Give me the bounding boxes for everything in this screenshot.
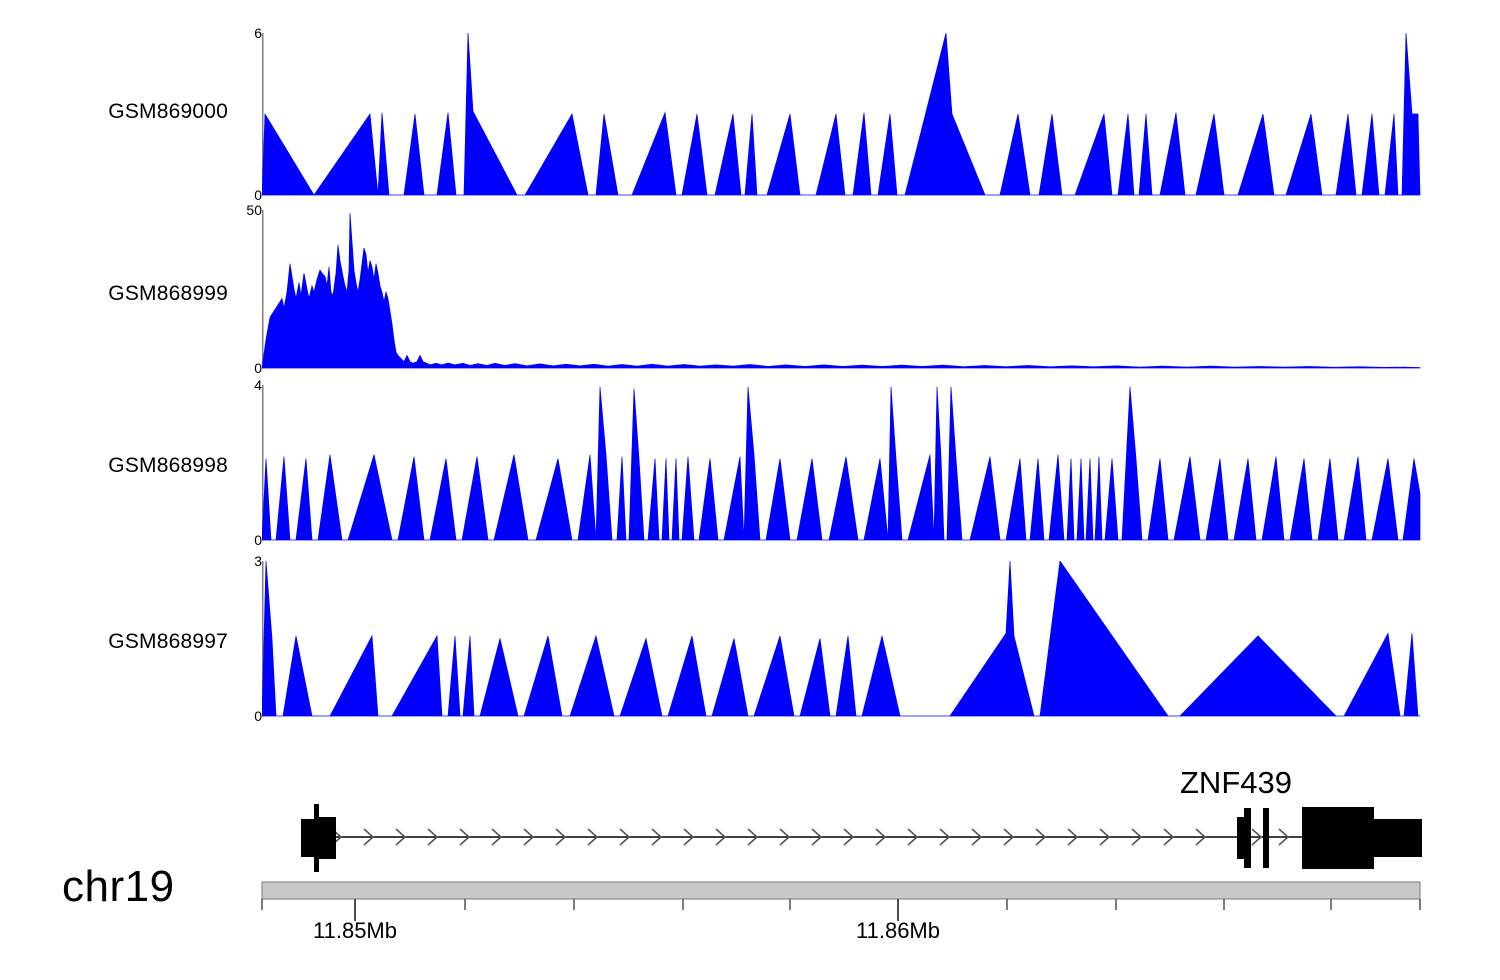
track-plot-gsm868999[interactable] [262,210,1430,370]
gene-name-label: ZNF439 [1180,765,1292,800]
strand-arrow-icon [779,828,791,846]
gene-exon-7[interactable] [1302,807,1374,869]
track-label-gsm868999: GSM868999 [108,282,228,305]
gene-model-svg[interactable] [0,755,1500,890]
strand-arrow-icon [1195,828,1207,846]
strand-arrow-icon [811,828,823,846]
strand-arrow-icon [747,828,759,846]
strand-arrow-icon [1099,828,1111,846]
strand-arrow-icon [395,828,407,846]
track-plot-gsm868997[interactable] [262,561,1430,718]
strand-arrow-icon [683,828,695,846]
strand-arrow-icon [843,828,855,846]
gene-exon-8[interactable] [1366,819,1422,857]
y-axis-max-gsm869000: 6 [254,25,262,41]
coverage-area-gsm869000 [262,33,1421,196]
gene-exon-1[interactable] [301,819,314,857]
gene-exon-6[interactable] [1263,808,1269,868]
track-label-gsm869000: GSM869000 [108,100,228,123]
strand-arrow-icon [1251,828,1263,846]
coverage-area-gsm868998 [262,386,1421,541]
strand-arrow-icon [1131,828,1143,846]
ruler-svg [261,881,1421,921]
y-axis-min-gsm868999: 0 [254,360,262,376]
track-plot-gsm869000[interactable] [262,33,1430,197]
y-axis-min-gsm869000: 0 [254,187,262,203]
track-plot-gsm868998[interactable] [262,385,1430,542]
strand-arrow-icon [459,828,471,846]
ruler-tick-label: 11.86Mb [856,918,940,943]
y-axis-gsm868999: 50 0 [206,203,262,375]
ruler-bar[interactable] [261,881,1421,900]
gene-exon-5[interactable] [1244,808,1251,868]
y-axis-max-gsm868998: 4 [254,377,262,393]
strand-arrow-icon [619,828,631,846]
track-label-gsm868998: GSM868998 [108,454,228,477]
strand-arrow-icon [427,828,439,846]
strand-arrow-icon [875,828,887,846]
genomic-coordinate-ruler[interactable]: 11.85Mb 11.86Mb [0,878,1500,978]
y-axis-spine-gsm868998 [262,385,264,541]
strand-arrow-icon [715,828,727,846]
gene-exon-3[interactable] [319,817,336,859]
strand-arrow-icon [1003,828,1015,846]
strand-arrow-icon [939,828,951,846]
strand-arrow-icon [651,828,663,846]
gene-annotation-panel[interactable]: ZNF439 [0,755,1500,890]
coverage-area-gsm868997 [262,561,1420,717]
y-axis-max-gsm868997: 3 [254,553,262,569]
strand-arrow-icon [1278,828,1290,846]
y-axis-spine-gsm869000 [262,33,264,196]
coverage-area-gsm868999 [262,213,1421,369]
strand-arrow-icon [971,828,983,846]
y-axis-spine-gsm868999 [262,210,264,369]
ruler-tick-label: 11.85Mb [313,918,397,943]
strand-arrow-icon [363,828,375,846]
y-axis-spine-gsm868997 [262,561,264,717]
strand-arrow-icon [555,828,567,846]
y-axis-min-gsm868997: 0 [254,708,262,724]
strand-arrow-icon [1035,828,1047,846]
strand-arrow-icon [1067,828,1079,846]
y-axis-min-gsm868998: 0 [254,532,262,548]
chromosome-label: chr19 [62,862,175,911]
y-axis-max-gsm868999: 50 [246,202,262,218]
strand-arrow-icon [907,828,919,846]
track-label-gsm868997: GSM868997 [108,630,228,653]
gene-exon-2[interactable] [314,804,319,872]
strand-arrow-icon [491,828,503,846]
strand-arrow-icon [523,828,535,846]
strand-arrow-icon [1163,828,1175,846]
strand-arrow-icon [587,828,599,846]
